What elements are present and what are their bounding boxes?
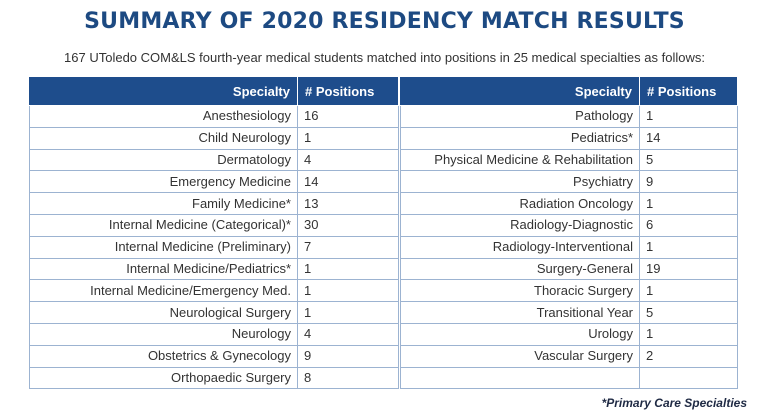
specialty-cell: Radiology-Diagnostic — [400, 213, 640, 237]
specialty-cell: Internal Medicine (Preliminary) — [29, 235, 298, 259]
specialty-table-left: Specialty # Positions Anesthesiology 16 Ch… — [29, 76, 399, 390]
specialty-cell: Thoracic Surgery — [400, 279, 640, 303]
table-row: Child Neurology 1 — [29, 126, 399, 150]
table-header-row: Specialty # Positions — [400, 76, 738, 106]
table-row: Physical Medicine & Rehabilitation 5 — [400, 148, 738, 172]
positions-cell: 1 — [639, 235, 738, 259]
table-row: Thoracic Surgery 1 — [400, 279, 738, 303]
table-row: Radiology-Diagnostic 6 — [400, 213, 738, 237]
table-row: Dermatology 4 — [29, 148, 399, 172]
specialty-cell: Neurology — [29, 322, 298, 346]
table-row: Orthopaedic Surgery 8 — [29, 366, 399, 390]
specialty-cell: Psychiatry — [400, 170, 640, 194]
table-row: Internal Medicine/Pediatrics* 1 — [29, 257, 399, 281]
table-row: Pediatrics* 14 — [400, 126, 738, 150]
positions-cell: 8 — [297, 366, 399, 390]
column-header-positions: # Positions — [297, 76, 399, 106]
positions-cell: 4 — [297, 322, 399, 346]
page-title: SUMMARY OF 2020 RESIDENCY MATCH RESULTS — [84, 9, 685, 34]
positions-cell: 4 — [297, 148, 399, 172]
specialty-cell: Emergency Medicine — [29, 170, 298, 194]
table-row: Family Medicine* 13 — [29, 192, 399, 215]
positions-cell: 9 — [639, 170, 738, 194]
positions-cell: 1 — [639, 279, 738, 303]
page-subtitle: 167 UToledo COM&LS fourth-year medical s… — [64, 50, 705, 65]
specialty-cell: Pathology — [400, 105, 640, 128]
table-row: Radiology-Interventional 1 — [400, 235, 738, 259]
column-header-specialty: Specialty — [400, 76, 640, 106]
specialty-cell: Orthopaedic Surgery — [29, 366, 298, 390]
positions-cell: 14 — [639, 126, 738, 150]
specialty-cell: Internal Medicine (Categorical)* — [29, 213, 298, 237]
positions-cell: 1 — [639, 105, 738, 128]
positions-cell: 14 — [297, 170, 399, 194]
column-header-specialty: Specialty — [29, 76, 298, 106]
column-header-positions: # Positions — [639, 76, 738, 106]
table-row: Emergency Medicine 14 — [29, 170, 399, 194]
table-row: Pathology 1 — [400, 105, 738, 128]
specialty-cell: Urology — [400, 322, 640, 346]
specialty-cell: Anesthesiology — [29, 105, 298, 128]
specialty-cell: Obstetrics & Gynecology — [29, 344, 298, 368]
table-row: Radiation Oncology 1 — [400, 192, 738, 215]
specialty-cell: Internal Medicine/Pediatrics* — [29, 257, 298, 281]
positions-cell: 1 — [639, 322, 738, 346]
positions-cell: 9 — [297, 344, 399, 368]
specialty-cell: Pediatrics* — [400, 126, 640, 150]
positions-cell: 7 — [297, 235, 399, 259]
table-row: Obstetrics & Gynecology 9 — [29, 344, 399, 368]
specialty-cell: Neurological Surgery — [29, 301, 298, 324]
table-row: Neurological Surgery 1 — [29, 301, 399, 324]
positions-cell: 6 — [639, 213, 738, 237]
specialty-cell: Radiation Oncology — [400, 192, 640, 215]
specialty-cell — [400, 366, 640, 390]
table-row: Surgery-General 19 — [400, 257, 738, 281]
specialty-cell: Physical Medicine & Rehabilitation — [400, 148, 640, 172]
specialty-cell: Family Medicine* — [29, 192, 298, 215]
positions-cell: 1 — [297, 257, 399, 281]
positions-cell: 1 — [297, 126, 399, 150]
positions-cell: 2 — [639, 344, 738, 368]
positions-cell: 1 — [639, 192, 738, 215]
table-row: Transitional Year 5 — [400, 301, 738, 324]
positions-cell — [639, 366, 738, 390]
positions-cell: 1 — [297, 301, 399, 324]
table-row: Internal Medicine/Emergency Med. 1 — [29, 279, 399, 303]
specialty-cell: Radiology-Interventional — [400, 235, 640, 259]
table-row: Internal Medicine (Preliminary) 7 — [29, 235, 399, 259]
footnote: *Primary Care Specialties — [601, 396, 747, 410]
table-row: Anesthesiology 16 — [29, 105, 399, 128]
table-row: Psychiatry 9 — [400, 170, 738, 194]
table-row: Neurology 4 — [29, 322, 399, 346]
specialty-cell: Child Neurology — [29, 126, 298, 150]
specialty-cell: Surgery-General — [400, 257, 640, 281]
positions-cell: 5 — [639, 148, 738, 172]
positions-cell: 13 — [297, 192, 399, 215]
positions-cell: 19 — [639, 257, 738, 281]
specialty-table-right: Specialty # Positions Pathology 1 Pediatri… — [400, 76, 738, 390]
positions-cell: 1 — [297, 279, 399, 303]
table-row — [400, 366, 738, 390]
table-row: Vascular Surgery 2 — [400, 344, 738, 368]
specialty-cell: Dermatology — [29, 148, 298, 172]
positions-cell: 16 — [297, 105, 399, 128]
table-header-row: Specialty # Positions — [29, 76, 399, 106]
table-row: Internal Medicine (Categorical)* 30 — [29, 213, 399, 237]
specialty-cell: Internal Medicine/Emergency Med. — [29, 279, 298, 303]
specialty-cell: Vascular Surgery — [400, 344, 640, 368]
positions-cell: 5 — [639, 301, 738, 324]
positions-cell: 30 — [297, 213, 399, 237]
specialty-cell: Transitional Year — [400, 301, 640, 324]
table-row: Urology 1 — [400, 322, 738, 346]
